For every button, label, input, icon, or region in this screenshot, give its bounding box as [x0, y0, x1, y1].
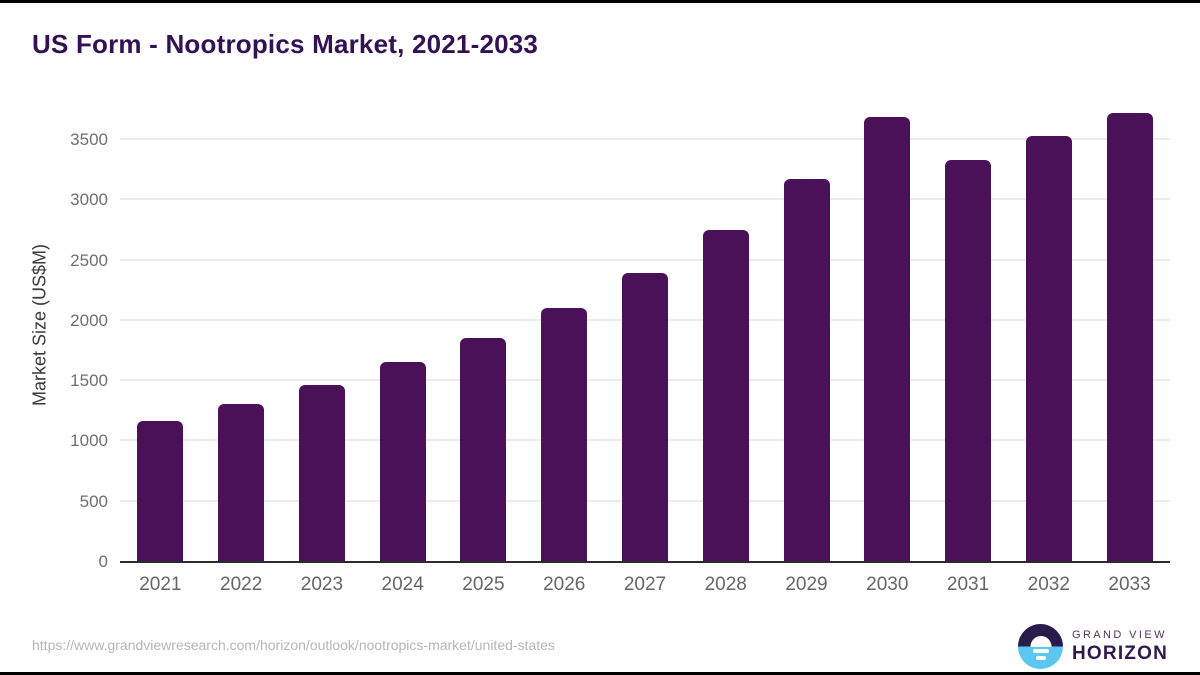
bar-slot: [120, 103, 201, 562]
x-axis-labels: 2021 2022 2023 2024 2025 2026 2027 2028 2029 2030…: [120, 566, 1170, 596]
x-tick-label: 2024: [381, 574, 424, 595]
y-tick-label: 500: [79, 491, 108, 511]
bar-slot: [605, 103, 686, 562]
x-axis-line: [120, 561, 1170, 563]
gridline: [120, 258, 1170, 261]
bar-2030: [864, 117, 911, 562]
x-tick-label: 2033: [1108, 574, 1151, 595]
y-tick-label: 3500: [70, 129, 108, 149]
bar-2023: [298, 385, 345, 562]
bar-2033: [1106, 113, 1153, 562]
y-axis-labels: 0 500 1000 1500 2000 2500 3000 3500: [0, 103, 108, 571]
logo-product-name: HORIZON: [1072, 642, 1169, 664]
water-reflection-icon: [1032, 649, 1049, 653]
gridline: [120, 198, 1170, 201]
bar-slot: [766, 103, 847, 562]
bar-2026: [541, 307, 588, 562]
bar-2021: [137, 420, 184, 562]
bar-slot: [201, 103, 282, 562]
bar-2028: [702, 229, 749, 562]
bar-2022: [218, 404, 265, 562]
bar-slot: [928, 103, 1009, 562]
x-tick-label: 2029: [785, 574, 828, 595]
x-tick-label: 2023: [300, 574, 344, 595]
bar-2024: [379, 362, 426, 562]
x-tick-label: 2022: [220, 574, 263, 595]
y-tick-label: 1500: [70, 371, 108, 391]
bar-slot: [524, 103, 605, 562]
logo-text: GRAND VIEW HORIZON: [1072, 629, 1168, 665]
y-tick-label: 0: [98, 552, 108, 571]
bar-slot: [282, 103, 363, 562]
bars: [120, 103, 1170, 562]
x-tick-label: 2028: [704, 574, 747, 595]
bar-2031: [945, 159, 992, 562]
bar-2027: [621, 272, 668, 562]
y-tick-label: 2000: [70, 310, 108, 330]
logo-brand-name: GRAND VIEW: [1072, 628, 1167, 641]
sunrise-horizon-icon: [1018, 624, 1063, 669]
x-tick-label: 2030: [866, 574, 909, 595]
y-tick-label: 3000: [70, 190, 108, 210]
y-tick-label: 2500: [70, 250, 108, 270]
source-url-text: https://www.grandviewresearch.com/horizo…: [32, 637, 555, 653]
gridline: [120, 137, 1170, 140]
water-reflection-icon: [1035, 656, 1046, 660]
sun-icon: [1030, 635, 1051, 647]
bar-slot: [1008, 103, 1089, 562]
bar-slot: [847, 103, 928, 562]
x-tick-label: 2025: [462, 574, 505, 595]
bar-2029: [783, 178, 830, 562]
bar-slot: [443, 103, 524, 562]
x-tick-label: 2026: [543, 574, 586, 595]
bar-slot: [362, 103, 443, 562]
x-tick-label: 2021: [139, 574, 182, 595]
grand-view-horizon-logo: GRAND VIEW HORIZON: [1018, 624, 1168, 669]
bar-2025: [460, 337, 507, 562]
x-tick-label: 2032: [1027, 574, 1070, 595]
bar-slot: [1089, 103, 1170, 562]
plot-area: [120, 103, 1170, 563]
bar-2032: [1025, 136, 1072, 562]
x-tick-label: 2031: [946, 574, 990, 595]
x-tick-label: 2027: [623, 574, 667, 595]
chart-title: US Form - Nootropics Market, 2021-2033: [32, 29, 539, 59]
bar-slot: [685, 103, 766, 562]
y-tick-label: 1000: [70, 431, 108, 451]
